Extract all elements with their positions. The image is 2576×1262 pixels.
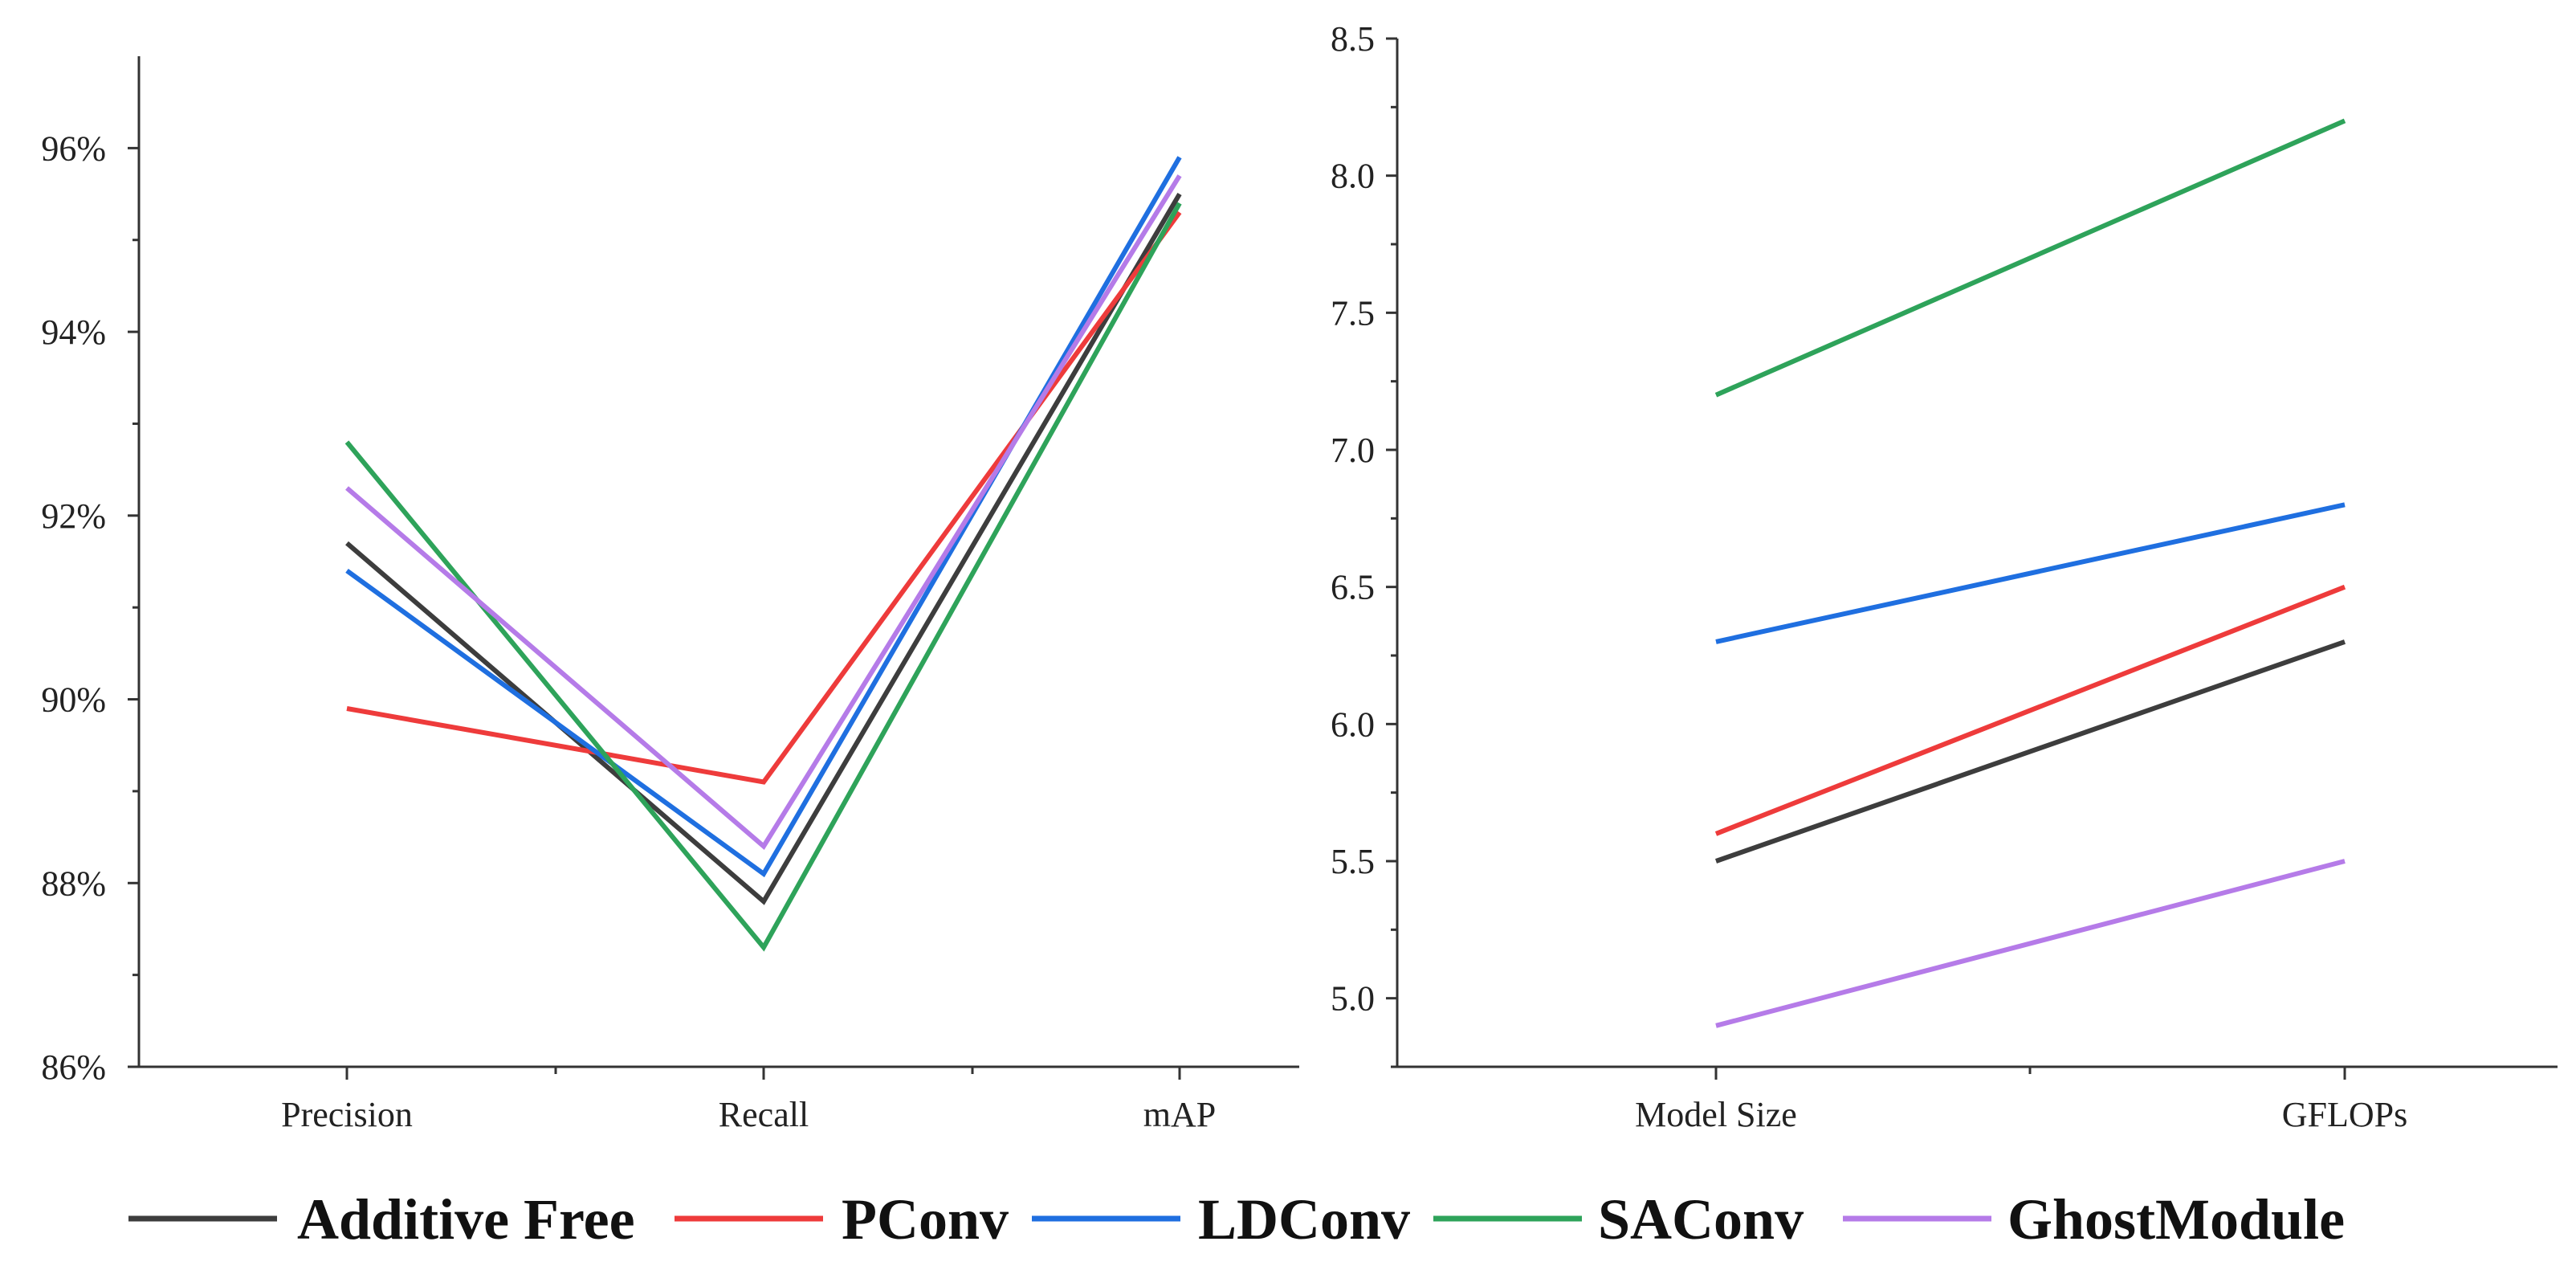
series-line-additive-free: [345, 192, 1182, 905]
series-line-pconv: [1714, 584, 2346, 836]
y-tick-label: 8.0: [1331, 157, 1375, 196]
legend-item-ghostmodule: GhostModule: [1843, 1187, 2345, 1252]
series-line-ghostmodule: [345, 174, 1182, 851]
legend-item-additive-free: Additive Free: [128, 1187, 635, 1252]
series-line-additive-free: [1715, 639, 2346, 864]
y-tick-label: 6.0: [1331, 705, 1375, 744]
y-tick-label: 96%: [41, 129, 106, 168]
y-tick-label: 92%: [41, 496, 106, 536]
series-line-saconv: [344, 202, 1182, 952]
x-tick-label-gflops: GFLOPs: [2282, 1095, 2408, 1134]
series-line-ldconv: [345, 156, 1182, 878]
y-tick-label: 5.5: [1331, 842, 1375, 881]
y-tick-label: 94%: [41, 312, 106, 352]
left-chart: 86% 88% 90% 92% 94% 96% Precision Recall mAP: [41, 56, 1299, 1134]
x-tick-label-map: mAP: [1143, 1095, 1216, 1134]
legend-label: LDConv: [1198, 1187, 1410, 1252]
x-tick-label-recall: Recall: [719, 1095, 809, 1134]
legend-label: SAConv: [1598, 1187, 1804, 1252]
y-tick-label: 7.0: [1331, 431, 1375, 470]
legend-label: PConv: [842, 1187, 1009, 1252]
legend: Additive Free PConv LDConv SAConv GhostM…: [128, 1187, 2345, 1252]
right-chart: 5.0 5.5 6.0 6.5 7.0 7.5 8.0 8.5 Model Size GFLOPs: [1331, 19, 2558, 1134]
series-line-ldconv: [1715, 502, 2346, 644]
x-tick-label-precision: Precision: [281, 1095, 413, 1134]
legend-label: GhostModule: [2007, 1187, 2345, 1252]
legend-label: Additive Free: [297, 1187, 635, 1252]
legend-item-pconv: PConv: [675, 1187, 1009, 1252]
legend-item-saconv: SAConv: [1433, 1187, 1804, 1252]
y-tick-label: 6.5: [1331, 568, 1375, 607]
x-tick-label-model-size: Model Size: [1635, 1095, 1797, 1134]
y-tick-label: 7.5: [1331, 293, 1375, 333]
series-line-ghostmodule: [1715, 859, 2346, 1028]
y-tick-label: 8.5: [1331, 19, 1375, 59]
series-line-saconv: [1714, 118, 2346, 398]
series-line-pconv: [346, 210, 1182, 785]
y-tick-label: 86%: [41, 1048, 106, 1087]
legend-item-ldconv: LDConv: [1032, 1187, 1410, 1252]
y-tick-label: 88%: [41, 864, 106, 903]
y-tick-label: 90%: [41, 680, 106, 720]
y-tick-label: 5.0: [1331, 979, 1375, 1019]
